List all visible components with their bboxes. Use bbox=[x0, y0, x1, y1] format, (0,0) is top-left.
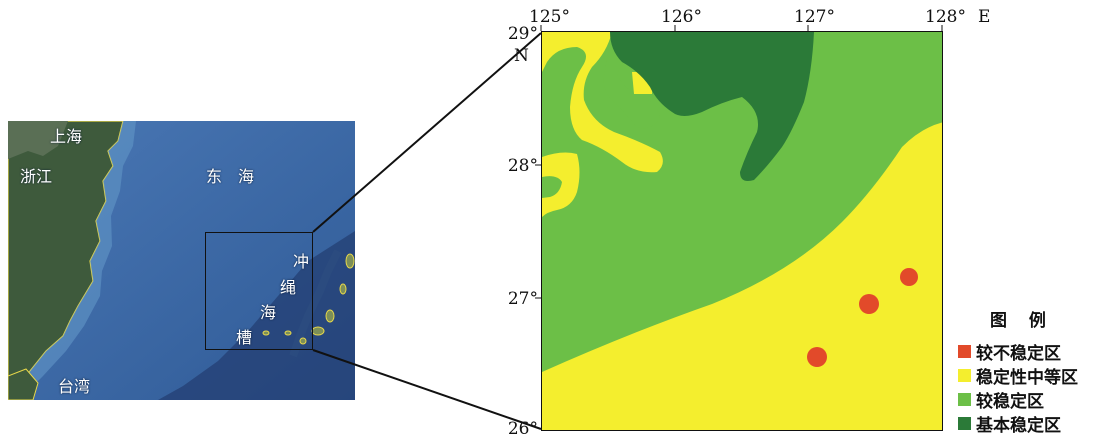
overview-inset-frame bbox=[205, 232, 313, 350]
overview-shanghai-area bbox=[8, 121, 68, 159]
legend-swatch-unstable bbox=[958, 344, 971, 358]
zone-stable-west-inner bbox=[542, 176, 562, 198]
legend-label-relatively-stable: 较稳定区 bbox=[976, 391, 1044, 412]
legend-label-basically-stable: 基本稳定区 bbox=[976, 415, 1061, 436]
legend-item-moderate: 稳定性中等区 bbox=[958, 363, 1078, 388]
connector-bottom bbox=[312, 349, 542, 430]
overview-trough bbox=[289, 249, 342, 358]
longitude-label-127: 127° bbox=[794, 7, 835, 27]
label-okinawa-1: 冲 bbox=[293, 252, 310, 271]
legend-swatch-relatively-stable bbox=[958, 392, 971, 406]
latitude-unit: N bbox=[514, 46, 529, 66]
legend-swatch-basically-stable bbox=[958, 416, 971, 430]
label-east-china-sea: 东 海 bbox=[206, 167, 255, 186]
label-okinawa-4: 槽 bbox=[236, 328, 253, 347]
zone-unstable-spot-1 bbox=[900, 268, 918, 286]
connector-top bbox=[312, 32, 542, 233]
overview-taiwan-land bbox=[8, 368, 39, 400]
label-okinawa-3: 海 bbox=[260, 303, 277, 322]
label-taiwan: 台湾 bbox=[58, 377, 91, 396]
label-okinawa-2: 绳 bbox=[280, 278, 297, 297]
latitude-label-26: 26° bbox=[507, 419, 538, 439]
zone-moderate-northwest bbox=[542, 32, 663, 173]
legend-swatch-moderate bbox=[958, 368, 971, 382]
stability-zone-graphic bbox=[542, 32, 942, 430]
label-zhejiang: 浙江 bbox=[20, 167, 53, 186]
latitude-label-29: 29° bbox=[507, 24, 538, 44]
longitude-label-125: 125° bbox=[529, 7, 570, 27]
overview-map-graphic bbox=[8, 121, 355, 400]
longitude-label-128: 128° bbox=[925, 7, 966, 27]
overview-deep-water bbox=[158, 231, 355, 400]
label-shanghai: 上海 bbox=[50, 127, 83, 146]
zone-moderate-southeast bbox=[542, 122, 942, 430]
latitude-label-28: 28° bbox=[507, 156, 538, 176]
overview-ryukyu-islands bbox=[262, 253, 355, 345]
legend-item-relatively-stable: 较稳定区 bbox=[958, 387, 1044, 412]
zone-unstable-spot-3 bbox=[807, 347, 827, 367]
overview-coastal-shelf bbox=[18, 121, 136, 393]
legend-label-moderate: 稳定性中等区 bbox=[976, 367, 1078, 388]
legend-label-unstable: 较不稳定区 bbox=[976, 343, 1061, 364]
overview-map: 上海 浙江 东 海 冲 绳 海 槽 台湾 bbox=[8, 121, 355, 400]
zone-basically-stable bbox=[610, 32, 814, 181]
latitude-label-27: 27° bbox=[507, 289, 538, 309]
longitude-unit: E bbox=[978, 7, 991, 27]
legend-item-unstable: 较不稳定区 bbox=[958, 339, 1061, 364]
legend-item-basically-stable: 基本稳定区 bbox=[958, 411, 1061, 436]
longitude-label-126: 126° bbox=[661, 7, 702, 27]
zone-unstable-spot-2 bbox=[859, 294, 879, 314]
stability-zone-map bbox=[541, 31, 943, 431]
legend-title: 图 例 bbox=[990, 311, 1054, 331]
